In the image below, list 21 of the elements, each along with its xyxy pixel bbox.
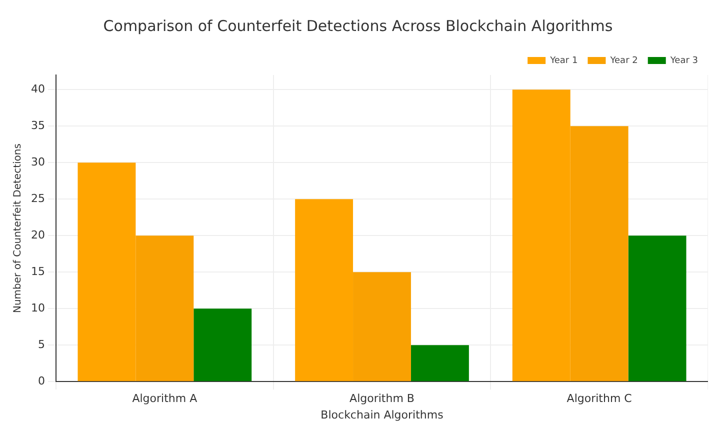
y-tick-label: 15	[30, 264, 45, 278]
y-tick-label: 40	[30, 82, 45, 96]
y-axis-title: Number of Counterfeit Detections	[12, 144, 24, 314]
bar	[410, 345, 469, 382]
legend-label: Year 1	[549, 56, 578, 66]
y-tick-label: 35	[30, 118, 45, 132]
y-tick-label: 25	[30, 192, 45, 205]
y-tick-label: 20	[30, 228, 45, 242]
legend-label: Year 3	[669, 56, 698, 66]
y-tick-label: 0	[38, 374, 45, 388]
x-tick-label: Algorithm B	[350, 392, 414, 406]
x-axis-title: Blockchain Algorithms	[320, 408, 444, 422]
y-tick-label: 10	[30, 301, 45, 314]
legend-label: Year 2	[609, 56, 638, 66]
y-tick-label: 5	[38, 338, 45, 351]
x-tick-label: Algorithm A	[132, 392, 198, 406]
chart-title: Comparison of Counterfeit Detections Across Blockchain Algorithms	[103, 16, 613, 35]
x-tick-label: Algorithm C	[566, 392, 632, 406]
y-tick-label: 30	[30, 155, 45, 168]
bar	[194, 308, 252, 382]
bar	[628, 236, 686, 382]
